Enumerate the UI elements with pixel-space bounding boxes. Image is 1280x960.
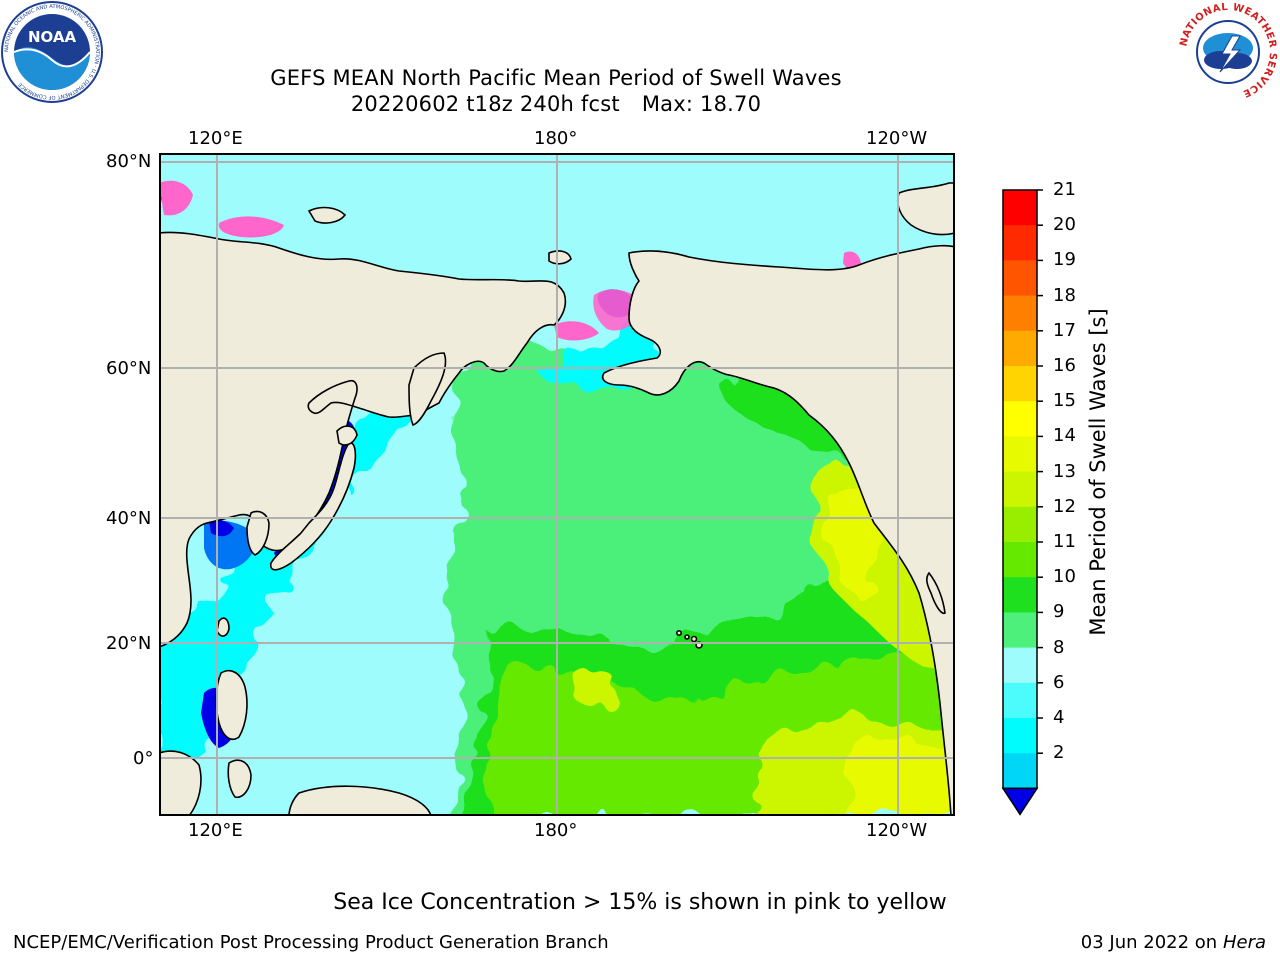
- lon-label-top-120w: 120°W: [866, 128, 928, 149]
- land-korea: [246, 510, 270, 556]
- land-north-america: [601, 244, 955, 816]
- colorbar-segment: [1003, 190, 1037, 226]
- swell-zone-cyan-bering: [539, 313, 664, 383]
- max-label: Max: 18.70: [641, 92, 762, 116]
- lon-label-top-120e: 120°E: [188, 128, 243, 149]
- colorbar-tick-label: 4: [1053, 707, 1065, 728]
- lat-label-0: 0°: [133, 748, 154, 769]
- credit-organization: NCEP/EMC/Verification Post Processing Pr…: [13, 932, 609, 953]
- sea-ice-laptev: [159, 180, 193, 216]
- colorbar-tick-label: 15: [1053, 390, 1076, 412]
- colorbar-tick-label: 2: [1053, 742, 1065, 764]
- swell-zone-yellow-east: [829, 487, 881, 593]
- colorbar-ticks: [1037, 189, 1043, 754]
- noaa-logo: NATIONAL OCEANIC AND ATMOSPHERIC ADMINIS…: [1, 1, 103, 103]
- colorbar-tick-label: 20: [1053, 214, 1076, 236]
- land-wrangel: [548, 250, 572, 265]
- land-sulawesi: [227, 759, 252, 799]
- credit-host: Hera: [1222, 932, 1266, 953]
- colorbar-extend-triangle: [1001, 787, 1039, 816]
- colorbar-segment: [1003, 330, 1037, 367]
- colorbar-tick-label: 19: [1053, 249, 1076, 271]
- swell-zone-deep-blue-east-china: [209, 519, 234, 537]
- colorbar-segment: [1003, 577, 1037, 613]
- land-hokkaido: [336, 425, 358, 446]
- sea-ice-beaufort: [843, 251, 861, 269]
- colorbar-tick-label: 10: [1053, 566, 1076, 588]
- land-philippines: [215, 669, 248, 741]
- colorbar-tick-label: 21: [1053, 179, 1076, 200]
- colorbar-segment: [1003, 647, 1037, 684]
- colorbar-tick-label: 13: [1053, 460, 1076, 482]
- land-borneo: [159, 750, 202, 816]
- colorbar-tick-label: 6: [1053, 671, 1065, 693]
- swell-period-map: [159, 153, 955, 816]
- swell-zone-yellow-tropics: [849, 737, 955, 816]
- lon-label-top-180: 180°: [534, 128, 578, 149]
- colorbar-segment: [1003, 401, 1037, 437]
- lat-label-60n: 60°N: [106, 358, 152, 379]
- colorbar-tick-label: 14: [1053, 425, 1076, 447]
- land-new-siberian-islands: [307, 206, 347, 224]
- land-asia: [159, 231, 567, 648]
- lat-label-20n: 20°N: [106, 633, 152, 654]
- chart-title: GEFS MEAN North Pacific Mean Period of S…: [270, 66, 842, 90]
- colorbar-segment: [1003, 471, 1037, 508]
- sea-ice-east-siberian: [218, 216, 284, 238]
- colorbar-tick-label: 8: [1053, 636, 1065, 658]
- colorbar: [1001, 189, 1043, 816]
- chart-subtitle: 20220602 t18z 240h fcst Max: 18.70: [0, 92, 1112, 116]
- sea-ice-anadyr: [554, 321, 599, 341]
- colorbar-tick-label: 11: [1053, 531, 1076, 552]
- noaa-logo-text: NOAA: [28, 28, 77, 46]
- colorbar-title: Mean Period of Swell Waves [s]: [1086, 308, 1110, 636]
- colorbar-segment: [1003, 436, 1037, 473]
- land-baja: [926, 571, 946, 615]
- colorbar-segment: [1003, 542, 1037, 578]
- colorbar-segment: [1003, 682, 1037, 719]
- lon-label-bottom-180: 180°: [534, 820, 578, 841]
- colorbar-tick-label: 18: [1053, 284, 1076, 306]
- colorbar-segment: [1003, 506, 1037, 543]
- colorbar-tick-label: 17: [1053, 319, 1076, 341]
- lon-label-bottom-120e: 120°E: [188, 820, 243, 841]
- sea-ice-note: Sea Ice Concentration > 15% is shown in …: [333, 890, 947, 915]
- colorbar-segments: [1003, 190, 1037, 789]
- run-label: 20220602 t18z 240h fcst: [350, 92, 620, 116]
- colorbar-frame: [1002, 189, 1038, 790]
- nws-logo: NATIONAL WEATHER SERVICE: [1178, 2, 1278, 102]
- credit-date: 03 Jun 2022 on Hera: [1081, 932, 1266, 953]
- colorbar-segment: [1003, 225, 1037, 261]
- land-japan: [269, 442, 357, 571]
- colorbar-segment: [1003, 295, 1037, 332]
- colorbar-segment: [1003, 260, 1037, 297]
- credit-date-text: 03 Jun 2022 on: [1080, 932, 1218, 953]
- land-kamchatka: [408, 352, 447, 426]
- map-frame: [159, 153, 955, 816]
- land-taiwan: [216, 617, 230, 637]
- lat-label-40n: 40°N: [106, 508, 152, 529]
- colorbar-segment: [1003, 366, 1037, 402]
- colorbar-segment: [1003, 718, 1037, 754]
- colorbar-tick-label: 16: [1053, 355, 1076, 376]
- colorbar-tick-label: 9: [1053, 601, 1065, 623]
- swell-zone-yellow-green-hawaii: [571, 669, 619, 709]
- colorbar-segment: [1003, 612, 1037, 649]
- colorbar-tick-label: 12: [1053, 495, 1076, 517]
- lon-label-bottom-120w: 120°W: [866, 820, 928, 841]
- swell-zone-pale-green-north: [477, 379, 745, 448]
- land-new-guinea: [288, 785, 432, 816]
- land-canadian-arctic: [896, 182, 955, 236]
- colorbar-segment: [1003, 753, 1037, 789]
- graticule: [159, 153, 955, 816]
- swell-field: [159, 313, 955, 816]
- lat-label-80n: 80°N: [106, 151, 152, 172]
